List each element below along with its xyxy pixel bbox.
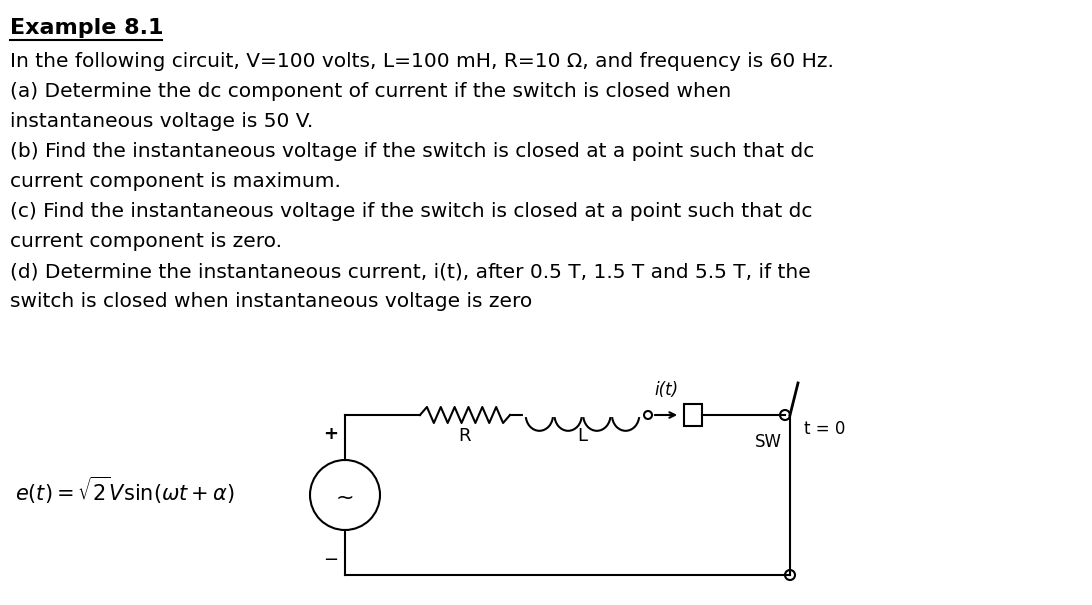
Text: t = 0: t = 0	[804, 420, 845, 438]
Text: (a) Determine the dc component of current if the switch is closed when: (a) Determine the dc component of curren…	[10, 82, 732, 101]
Text: current component is zero.: current component is zero.	[10, 232, 282, 251]
Text: L: L	[578, 427, 587, 445]
Text: Example 8.1: Example 8.1	[10, 18, 164, 38]
Text: current component is maximum.: current component is maximum.	[10, 172, 341, 191]
Text: (c) Find the instantaneous voltage if the switch is closed at a point such that : (c) Find the instantaneous voltage if th…	[10, 202, 812, 221]
Bar	[684, 404, 702, 426]
Text: R: R	[459, 427, 472, 445]
Text: SW: SW	[755, 433, 782, 451]
Text: (d) Determine the instantaneous current, i(t), after 0.5 T, 1.5 T and 5.5 T, if : (d) Determine the instantaneous current,…	[10, 262, 810, 281]
Text: instantaneous voltage is 50 V.: instantaneous voltage is 50 V.	[10, 112, 313, 131]
Text: (b) Find the instantaneous voltage if the switch is closed at a point such that : (b) Find the instantaneous voltage if th…	[10, 142, 815, 161]
Text: switch is closed when instantaneous voltage is zero: switch is closed when instantaneous volt…	[10, 292, 532, 311]
Text: −: −	[323, 551, 339, 569]
Text: ~: ~	[335, 488, 354, 508]
Text: i(t): i(t)	[654, 381, 678, 399]
Text: +: +	[323, 425, 339, 443]
Text: In the following circuit, V=100 volts, L=100 mH, R=10 Ω, and frequency is 60 Hz.: In the following circuit, V=100 volts, L…	[10, 52, 834, 71]
Text: $e(t)=\sqrt{2}V\sin(\omega t+\alpha)$: $e(t)=\sqrt{2}V\sin(\omega t+\alpha)$	[15, 474, 235, 506]
